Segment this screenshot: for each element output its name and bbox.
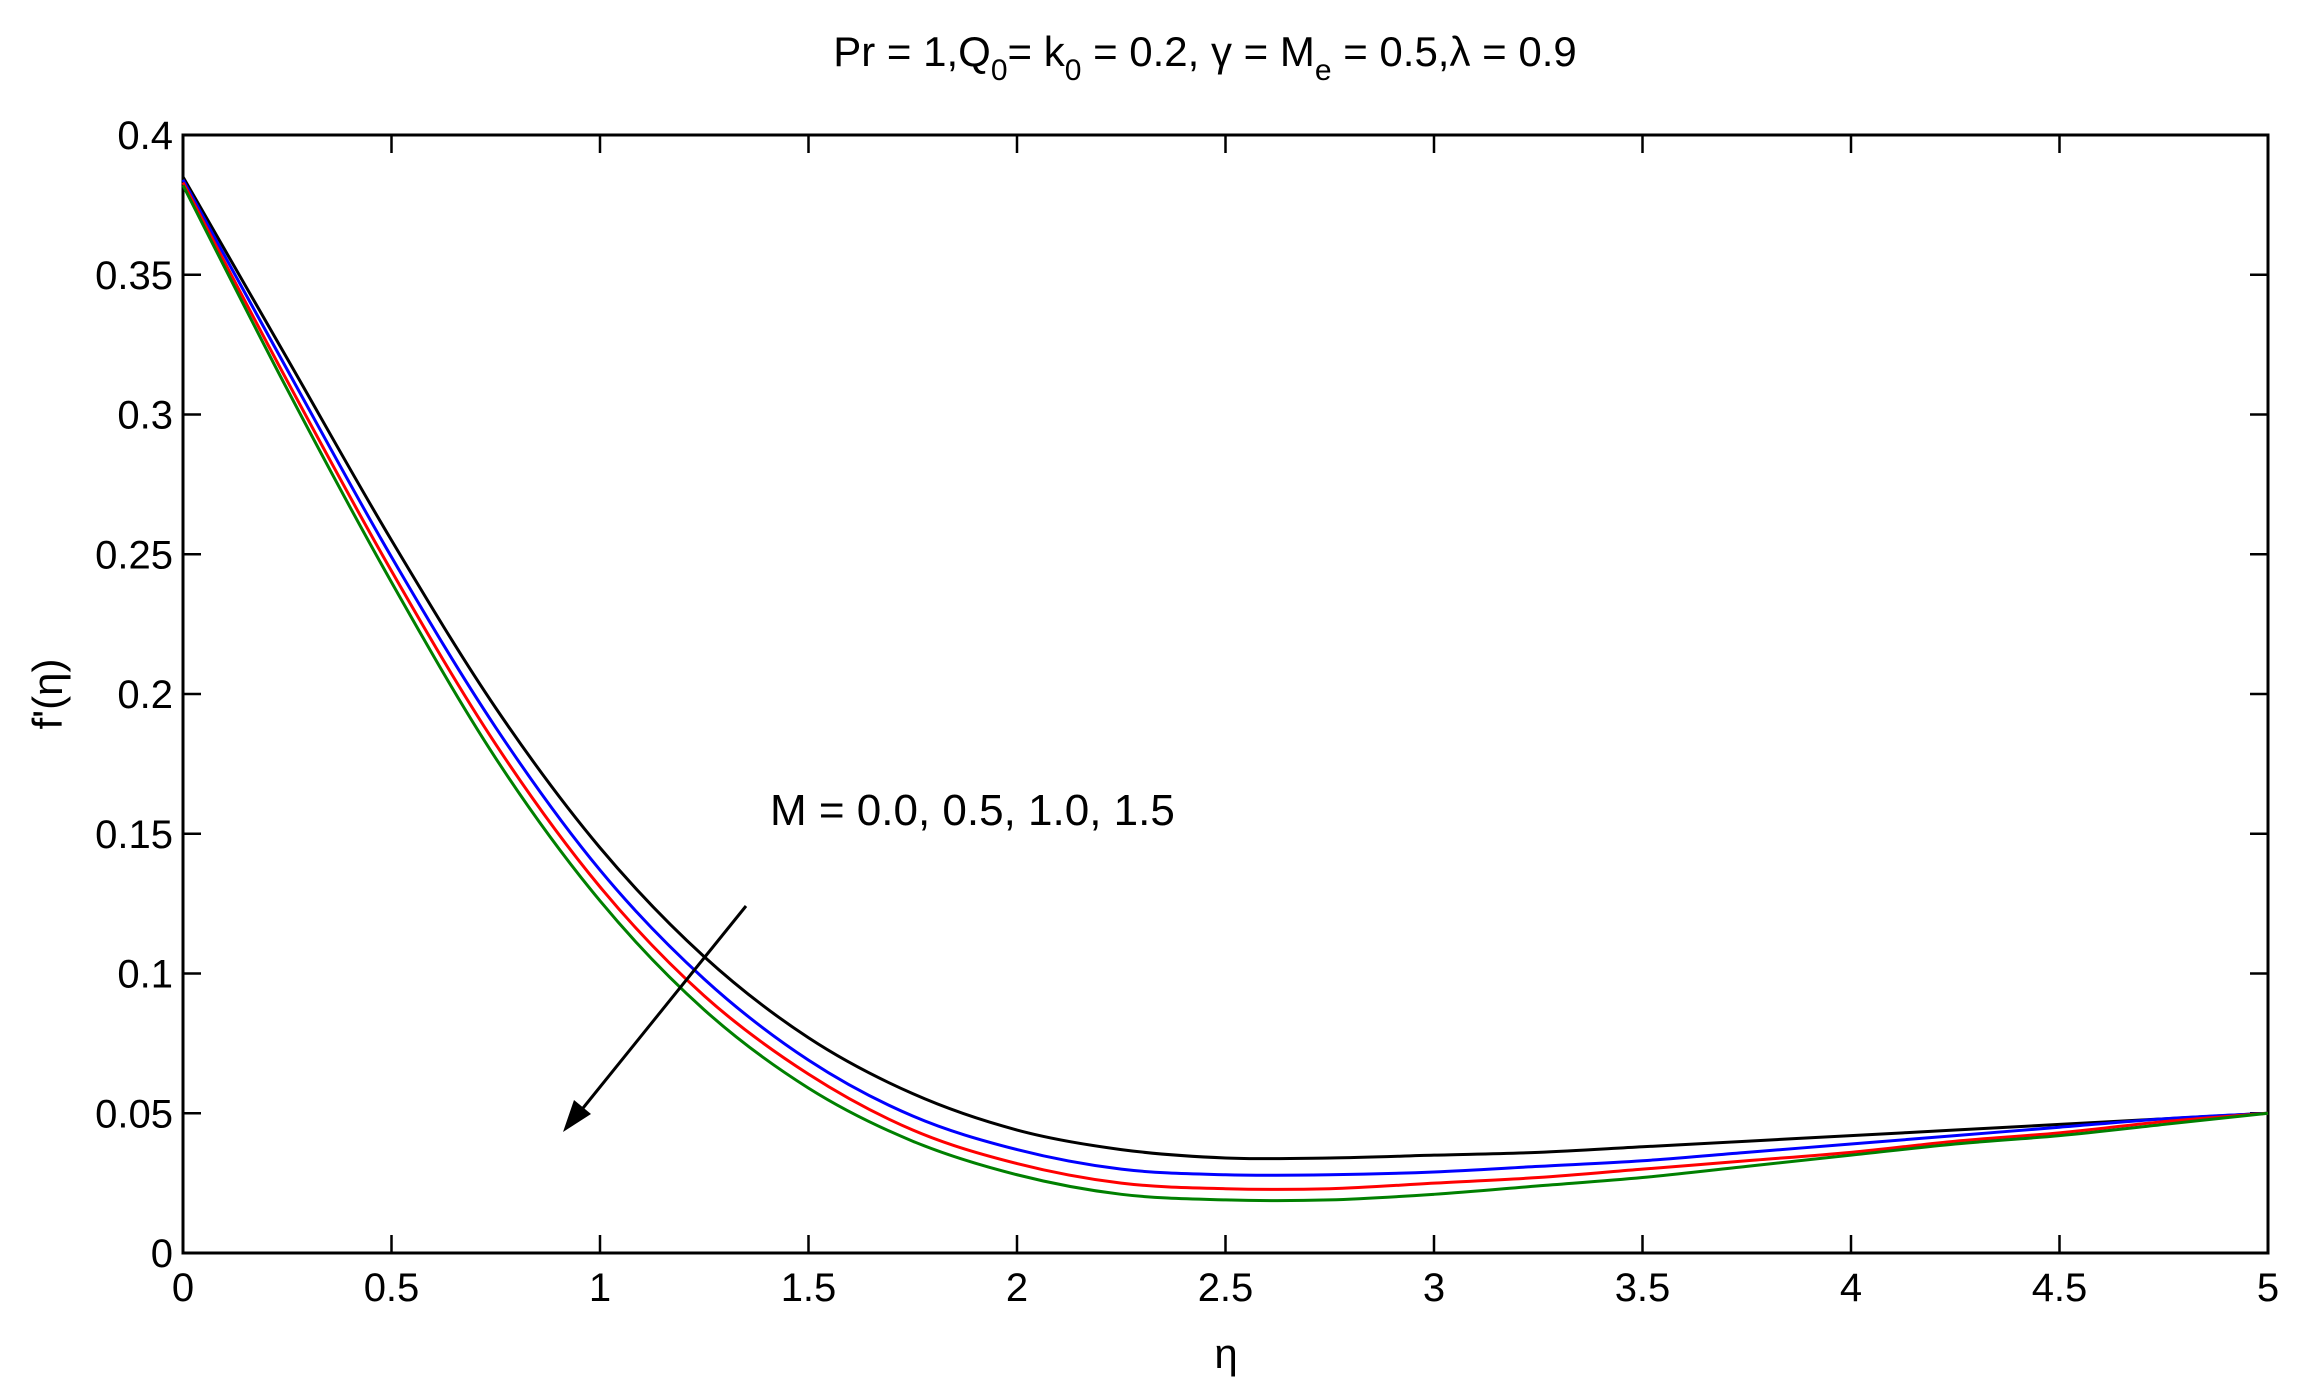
y-tick-label: 0.25 [95,533,173,577]
x-tick-label: 2 [1006,1266,1028,1310]
y-tick-label: 0.1 [117,953,173,997]
y-tick-label: 0 [151,1232,173,1276]
series-line-1 [181,176,2269,1161]
x-tick-labels: 0 0.5 1 1.5 2 2.5 3 3.5 4 4.5 5 [172,1266,2279,1310]
y-tick-label: 0.3 [117,394,173,438]
series-line-2 [181,178,2269,1177]
x-tick-label: 1 [589,1266,611,1310]
x-tick-label: 4 [1840,1266,1862,1310]
y-tick-label: 0.05 [95,1092,173,1136]
x-tick-label: 1.5 [781,1266,837,1310]
y-tick-label: 0.15 [95,813,173,857]
x-tick-label: 0.5 [364,1266,420,1310]
y-tick-label: 0.2 [117,673,173,717]
x-tick-label: 0 [172,1266,194,1310]
x-tick-label: 5 [2257,1266,2279,1310]
series-lines [181,176,2269,1203]
x-tick-label: 3.5 [1615,1266,1671,1310]
x-axis-label: η [1214,1330,1237,1377]
chart-title: Pr = 1,Q0= k0 = 0.2, γ = Me = 0.5,λ = 0.… [833,28,1576,87]
axis-ticks [181,133,2270,1255]
annotation-label: M = 0.0, 0.5, 1.0, 1.5 [770,786,1175,835]
y-axis-label: f'(η) [24,658,71,729]
x-tick-label: 3 [1423,1266,1445,1310]
x-tick-label: 4.5 [2032,1266,2088,1310]
series-line-4 [181,184,2269,1203]
y-tick-label: 0.4 [117,114,173,158]
annotation-arrow [563,905,748,1132]
x-tick-label: 2.5 [1198,1266,1254,1310]
series-line-3 [181,181,2269,1191]
y-tick-labels: 0 0.05 0.1 0.15 0.2 0.25 0.3 0.35 0.4 [95,114,173,1276]
plot-area [181,133,2270,1255]
y-tick-label: 0.35 [95,254,173,298]
